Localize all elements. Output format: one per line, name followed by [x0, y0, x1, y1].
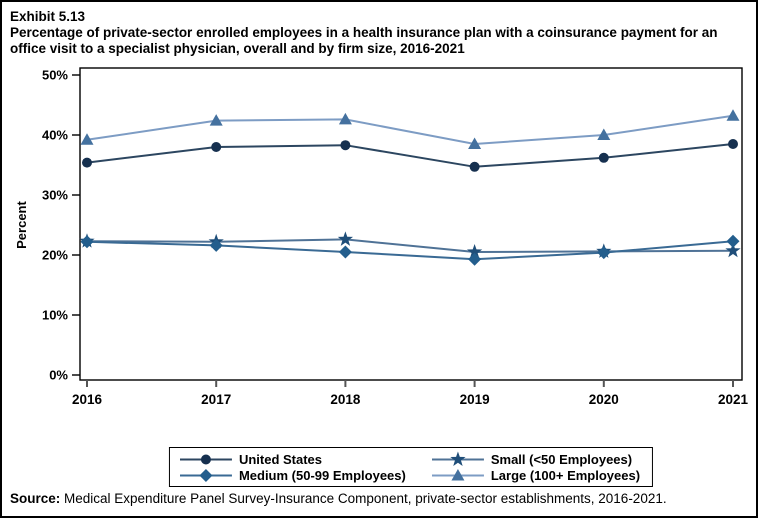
marker-triangle — [338, 112, 352, 125]
x-tick-label: 2016 — [72, 392, 103, 407]
exhibit-number: Exhibit 5.13 — [10, 9, 86, 24]
y-tick-label: 0% — [49, 368, 68, 383]
y-tick-label: 50% — [42, 68, 68, 83]
chart-header: Exhibit 5.13 Percentage of private-secto… — [10, 9, 750, 57]
marker-triangle — [597, 128, 611, 140]
series-united-states — [82, 139, 738, 172]
legend-item-medium-50-99-employees: Medium (50-99 Employees) — [179, 467, 406, 483]
marker-diamond — [199, 468, 213, 482]
series-line — [86, 240, 734, 261]
source-text: Medical Expenditure Panel Survey-Insuran… — [60, 491, 667, 506]
marker-circle — [728, 139, 738, 149]
marker-star — [725, 242, 741, 258]
line-chart: 0% 10% 20% 30% 40% 50% Percent 2016 2017 2018 2019… — [14, 67, 749, 407]
legend-label: Medium (50-99 Employees) — [238, 467, 406, 483]
y-axis: 0% 10% 20% 30% 40% 50% Percent — [14, 68, 80, 383]
marker-triangle — [451, 468, 465, 480]
marker-triangle — [468, 137, 482, 149]
marker-triangle — [80, 133, 94, 145]
legend-label: Large (100+ Employees) — [490, 467, 641, 483]
marker-circle — [340, 140, 351, 151]
x-tick-label: 2021 — [718, 392, 749, 407]
y-tick-label: 10% — [42, 308, 68, 323]
marker-diamond — [468, 252, 482, 266]
y-tick-label: 40% — [42, 128, 68, 143]
series-line — [86, 114, 734, 146]
marker-star — [337, 231, 354, 246]
legend-item-united-states: United States — [179, 451, 406, 467]
y-tick-label: 20% — [42, 248, 68, 263]
marker-diamond — [597, 246, 611, 260]
legend-item-large-100-employees: Large (100+ Employees) — [431, 467, 641, 483]
plot-frame — [79, 67, 743, 381]
marker-diamond — [80, 235, 94, 249]
chart-legend: United States Small (<50 Employees) Medium… — [168, 447, 654, 487]
x-tick-label: 2020 — [589, 392, 619, 407]
chart-title-line-2: office visit to a specialist physician, … — [10, 41, 465, 56]
y-axis-title: Percent — [14, 200, 29, 248]
marker-triangle — [209, 114, 223, 126]
legend-label: United States — [238, 451, 323, 467]
series-large-100-employees — [80, 109, 740, 149]
legend-marker-circle — [179, 454, 232, 464]
marker-circle — [200, 454, 211, 464]
legend-marker-triangle — [431, 468, 484, 480]
marker-circle — [598, 152, 609, 163]
marker-diamond — [726, 234, 740, 248]
series-line — [86, 143, 734, 168]
legend-marker-diamond — [179, 468, 232, 482]
marker-triangle — [726, 109, 740, 121]
legend-label: Small (<50 Employees) — [490, 451, 633, 467]
source-note: Source: Medical Expenditure Panel Survey… — [10, 491, 667, 506]
marker-circle — [469, 161, 480, 172]
marker-star — [450, 451, 466, 466]
series-medium-50-99-employees — [80, 234, 740, 266]
legend-marker-star — [431, 451, 484, 466]
marker-diamond — [209, 238, 223, 252]
x-axis: 2016 2017 2018 2019 2020 2021 — [72, 380, 749, 407]
marker-circle — [82, 157, 92, 168]
source-label: Source: — [10, 491, 61, 506]
marker-star — [466, 244, 483, 259]
chart-title-line-1: Percentage of private-sector enrolled em… — [10, 25, 718, 40]
marker-diamond — [338, 245, 352, 259]
x-tick-label: 2017 — [201, 392, 231, 407]
x-tick-label: 2018 — [330, 392, 361, 407]
x-tick-label: 2019 — [460, 392, 490, 407]
marker-circle — [211, 142, 222, 152]
legend-item-small-50-employees: Small (<50 Employees) — [431, 451, 640, 467]
y-tick-label: 30% — [42, 188, 68, 203]
